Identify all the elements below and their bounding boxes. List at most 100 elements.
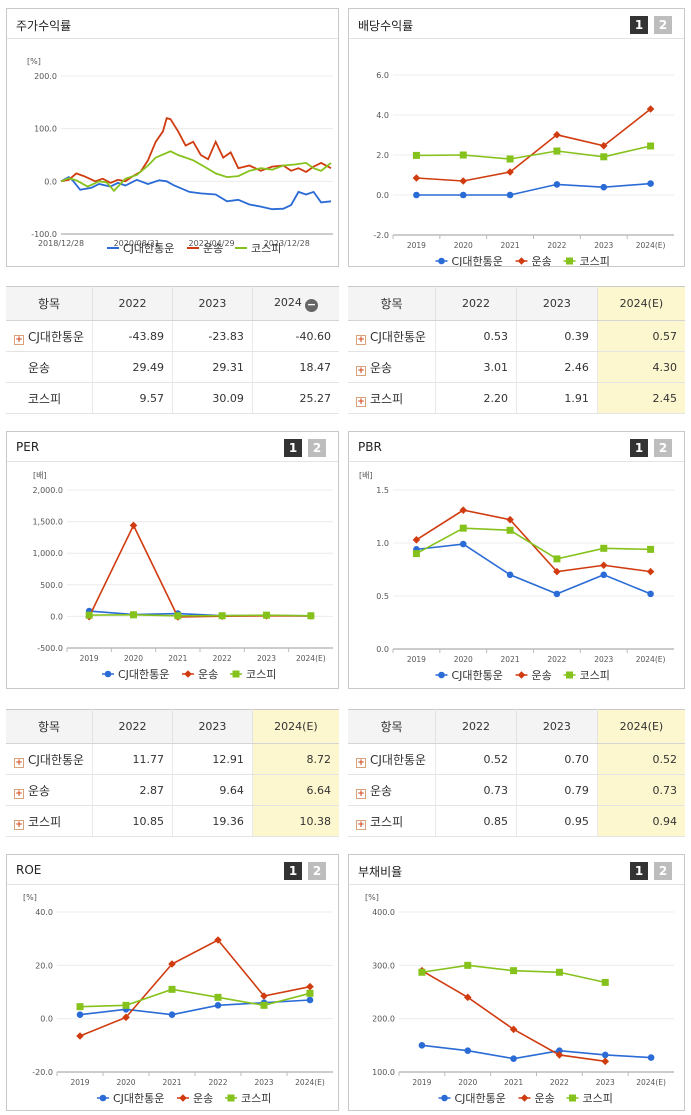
row-label-cell[interactable]: 운송 [6,351,93,383]
expand-icon[interactable]: + [356,819,366,830]
page-1-button[interactable]: 1 [284,862,302,880]
legend-item[interactable]: 코스피 [563,669,610,682]
data-point [307,612,315,620]
column-header-label: 2024(E) [274,720,318,733]
y-tick-label: -100.0 [31,230,57,239]
table-row: + 운송 2.87 9.64 6.64 [6,774,339,806]
x-tick-label: 2021 [162,1078,181,1087]
value-cell: 0.39 [515,320,598,352]
expand-icon[interactable]: + [356,757,366,768]
row-label-cell[interactable]: + CJ대한통운 [348,743,436,775]
row-label-cell[interactable]: + CJ대한통운 [348,320,436,352]
x-tick-label: 2021 [501,655,520,664]
data-point [509,1025,518,1034]
column-header: 2023 [515,709,598,744]
y-tick-label: 0.5 [376,592,389,601]
data-point [510,1055,517,1062]
page-2-button[interactable]: 2 [654,16,672,34]
legend-item[interactable]: 코스피 [230,668,276,681]
y-tick-label: 20.0 [35,961,53,970]
legend-label: CJ대한통운 [113,1092,164,1105]
y-tick-label: -500.0 [37,644,63,653]
data-point [600,153,608,161]
row-label-cell[interactable]: + CJ대한통운 [6,743,93,775]
legend-item[interactable]: 코스피 [235,242,281,255]
page-2-button[interactable]: 2 [654,439,672,457]
series-line [421,1044,652,1060]
column-header: 항목 [6,286,93,321]
legend-item[interactable]: 운송 [177,1092,213,1105]
page-2-button[interactable]: 2 [308,439,326,457]
row-label: CJ대한통운 [370,752,427,767]
row-label-cell[interactable]: + 운송 [348,774,436,806]
legend-item[interactable]: CJ대한통운 [102,668,169,681]
expand-icon[interactable]: + [14,788,24,799]
expand-icon[interactable]: + [356,788,366,799]
expand-icon[interactable]: + [356,396,366,407]
data-point [129,521,138,530]
expand-icon[interactable]: + [14,334,24,345]
legend-item[interactable]: CJ대한통운 [107,242,174,255]
data-point [76,1032,84,1040]
row-label-cell[interactable]: + 코스피 [348,382,436,414]
row-label-cell[interactable]: + 코스피 [6,805,93,837]
data-point [556,1047,563,1054]
row-label-cell[interactable]: + 코스피 [348,805,436,837]
legend-item[interactable]: CJ대한통운 [435,255,503,266]
legend-item[interactable]: 코스피 [563,255,610,266]
page-2-button[interactable]: 2 [308,862,326,880]
legend-label: CJ대한통운 [118,668,169,681]
pbr-table: 항목 2022 2023 2024(E) + CJ대한통운 0.52 0.70 0.52 + 운송 0… [348,709,685,837]
value-cell: 0.70 [515,743,598,775]
y-tick-label: 100.0 [34,125,57,134]
data-point [646,105,655,113]
legend-item[interactable]: 운송 [187,242,223,255]
data-point [122,1001,130,1009]
table-row: + CJ대한통운 11.77 12.91 8.72 [6,743,339,775]
x-tick-label: 2022 [208,1078,227,1087]
expand-icon[interactable]: + [356,334,366,345]
x-tick-label: 2024(E) [636,655,666,664]
legend-item[interactable]: 운송 [518,1092,555,1105]
legend-item[interactable]: CJ대한통운 [97,1092,164,1105]
row-label-cell[interactable]: 코스피 [6,382,93,414]
data-point [506,168,514,176]
y-tick-label: -20.0 [32,1068,53,1077]
y-tick-label: 4.0 [376,111,389,120]
legend-item[interactable]: 코스피 [566,1092,613,1105]
legend-item[interactable]: CJ대한통운 [438,1092,506,1105]
column-header: 2022 [92,286,173,321]
expand-icon[interactable]: + [356,365,366,376]
legend-item[interactable]: 운송 [515,669,552,682]
page-1-button[interactable]: 1 [630,16,648,34]
row-label-cell[interactable]: + CJ대한통운 [6,320,93,352]
column-header-label: 항목 [37,297,61,311]
legend-item[interactable]: CJ대한통운 [435,669,503,682]
page-1-button[interactable]: 1 [630,439,648,457]
value-cell: 10.38 [251,805,339,837]
page-1-button[interactable]: 1 [630,862,648,880]
data-point [412,536,421,544]
legend-item[interactable]: 코스피 [225,1092,271,1105]
row-label-cell[interactable]: + 운송 [6,774,93,806]
pbr-panel: PBR 1 2 1.5 1.0 0.5 0.0 [배] 2019 2020 2021 2022 2… [348,431,685,689]
expand-icon[interactable]: + [14,757,24,768]
row-label-cell[interactable]: + 운송 [348,351,436,383]
value-cell: 0.57 [596,320,685,352]
value-cell: 18.47 [251,351,339,383]
per-table: 항목 2022 2023 2024(E) + CJ대한통운 11.77 12.91 8.72 + 운… [6,709,339,837]
page-2-button[interactable]: 2 [654,862,672,880]
roe-panel: ROE 1 2 40.0 20.0 0.0 -20.0 [%] 2019 2020 2021 2… [6,854,339,1111]
data-point [600,571,608,579]
x-tick-label: 2024(E) [636,241,666,250]
value-cell: 0.95 [515,805,598,837]
legend-item[interactable]: 운송 [182,668,218,681]
column-header-label: 2022 [118,297,147,310]
column-header: 2023 [171,709,253,744]
collapse-icon[interactable]: − [304,297,318,312]
expand-icon[interactable]: + [14,819,24,830]
page-1-button[interactable]: 1 [284,439,302,457]
legend-item[interactable]: 운송 [515,255,552,266]
column-header-label: 2023 [198,720,227,733]
series-line [416,145,651,160]
